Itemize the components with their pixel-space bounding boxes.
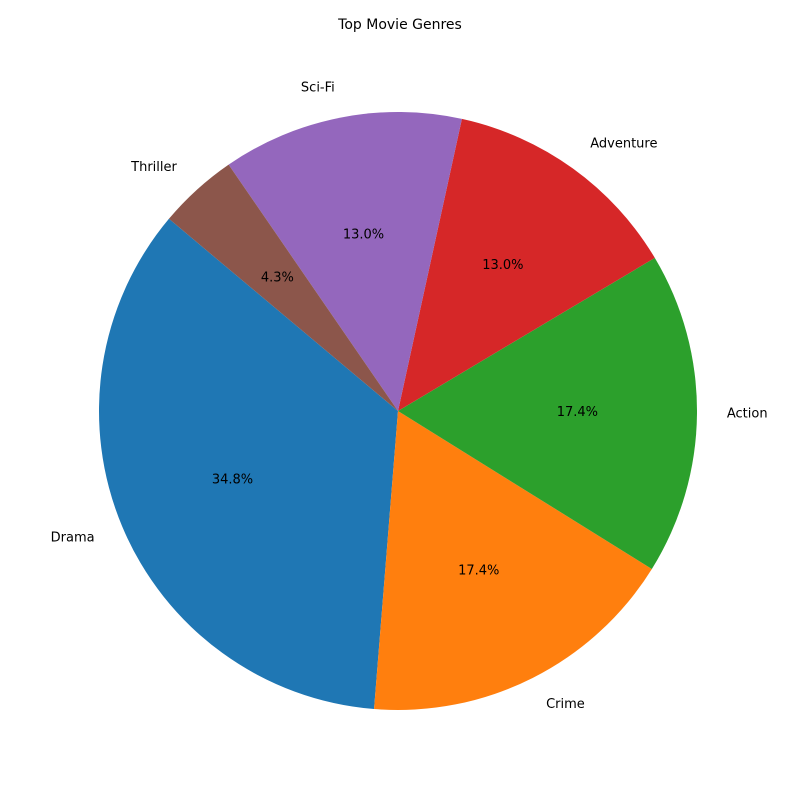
pie-slice-adventure — [398, 118, 655, 411]
chart-title: Top Movie Genres — [338, 17, 462, 33]
slice-percent-crime: 17.4% — [458, 564, 499, 579]
slice-label-action: Action — [727, 407, 768, 422]
slice-label-adventure: Adventure — [590, 137, 657, 152]
pie-slice-drama — [99, 218, 399, 710]
pie-slice-crime — [374, 411, 652, 710]
slice-percent-thriller: 4.3% — [261, 271, 294, 286]
slice-label-drama: Drama — [51, 530, 95, 545]
pie-slice-action — [398, 257, 698, 569]
slice-percent-action: 17.4% — [557, 405, 598, 420]
pie-slice-sci-fi — [228, 111, 462, 411]
slice-percent-drama: 34.8% — [212, 473, 253, 488]
slice-label-sci-fi: Sci-Fi — [301, 81, 335, 96]
slice-label-crime: Crime — [546, 697, 585, 712]
pie-slice-thriller — [168, 164, 398, 411]
slice-percent-sci-fi: 13.0% — [343, 227, 384, 242]
slice-percent-adventure: 13.0% — [482, 258, 523, 273]
slice-label-thriller: Thriller — [130, 160, 177, 175]
